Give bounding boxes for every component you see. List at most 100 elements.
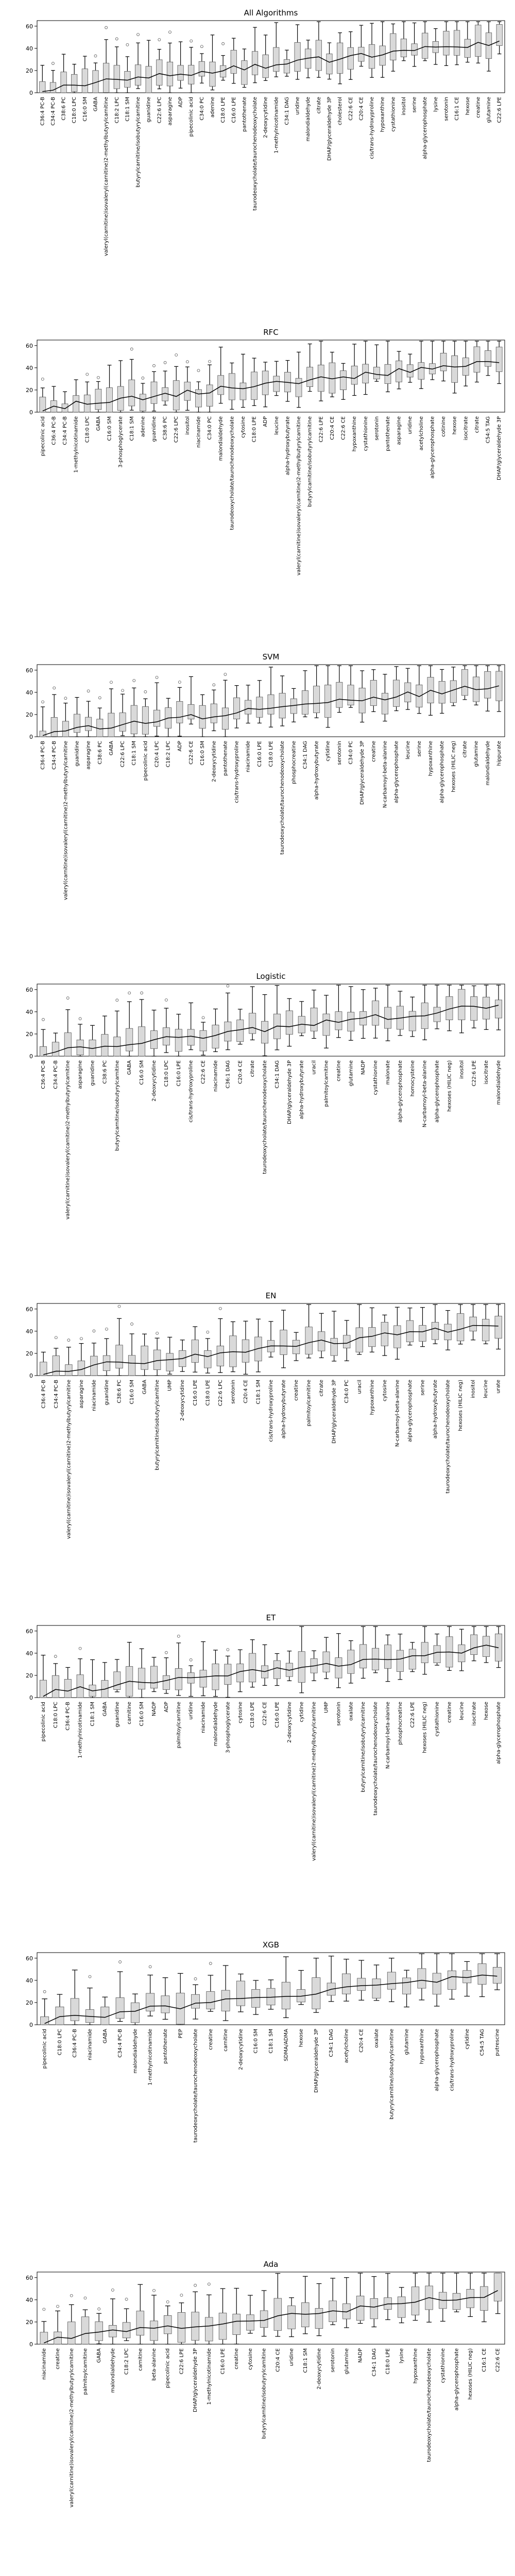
box-18 (261, 994, 269, 1056)
x-tick-label: serine (417, 741, 422, 757)
box-body (312, 1977, 321, 2009)
box-30 (373, 344, 380, 382)
box-22 (284, 360, 291, 402)
y-tick-label: 0 (29, 2022, 33, 2028)
box-42 (485, 21, 492, 72)
box-34 (400, 21, 407, 61)
x-tick-label: C34:4 PC-B (52, 741, 57, 770)
x-tick-label: C34:0 PC (348, 741, 354, 765)
x-tick-label: niacinamide (246, 741, 251, 772)
x-tick-label: C18:0 LPE (205, 1380, 211, 1406)
box-body (210, 703, 217, 723)
box-36 (422, 21, 428, 61)
box-12 (221, 1965, 230, 2021)
box-10 (177, 2294, 186, 2345)
x-tick-label: C16:0 LPE (176, 1060, 182, 1087)
outlier-point (78, 1647, 82, 1650)
outlier-point (56, 2304, 59, 2308)
box-body (128, 379, 135, 406)
x-tick-label: N-carbamoyl-beta-alanine (382, 741, 388, 808)
panel-title: XGB (263, 1940, 279, 1950)
box-body (81, 2316, 90, 2345)
box-body (381, 1321, 389, 1346)
box-body (396, 360, 402, 382)
outlier-point (175, 353, 178, 357)
x-tick-label: butyrylcarnitine/isobutyrylcarnitine (360, 1702, 366, 1792)
x-tick-label: NADP (360, 1060, 366, 1075)
box-body (329, 362, 336, 394)
box-body (341, 1973, 351, 1994)
y-tick-label: 60 (26, 1628, 33, 1635)
outlier-point (118, 1960, 122, 1963)
box-5 (101, 1662, 109, 1698)
box-36 (483, 1626, 490, 1663)
box-body (239, 382, 247, 400)
box-5 (96, 696, 104, 737)
box-body (279, 693, 286, 719)
x-tick-label: C36:4 PC-B (41, 1380, 46, 1409)
box-body (492, 1967, 502, 1984)
x-tick-label: cystathionine (440, 2348, 446, 2383)
box-25 (384, 2273, 392, 2320)
x-tick-label: C34:4 PC-B (54, 1380, 59, 1409)
box-1 (55, 1994, 64, 2025)
box-17 (254, 1318, 262, 1372)
box-body (228, 373, 235, 400)
box-body (187, 704, 195, 720)
x-tick-label: malondialdehyde (132, 2029, 138, 2073)
box-12 (205, 2282, 213, 2345)
x-tick-label: C18:2 LPC (114, 97, 120, 123)
box-body (495, 999, 503, 1019)
x-tick-label: C16:0 SM (139, 1702, 145, 1726)
x-tick-label: valeryl(carnitine)isovaleryl(carnitine)2… (104, 97, 109, 256)
box-body (285, 1010, 293, 1035)
box-3 (73, 379, 80, 413)
box-8 (161, 1977, 170, 2020)
y-tick-label: 60 (26, 343, 33, 349)
box-43 (496, 21, 503, 55)
box-17 (249, 1639, 256, 1688)
x-tick-label: palmitoylcarnitine (324, 1060, 330, 1107)
outlier-point (97, 376, 100, 379)
box-3 (76, 1017, 84, 1057)
x-tick-label: hexoses (HILIC neg) (447, 1060, 452, 1112)
x-tick-label: C18:1 SM (125, 97, 130, 122)
box-4 (100, 1996, 110, 2025)
box-body (408, 1011, 416, 1031)
box-body (150, 381, 158, 404)
box-26 (336, 665, 343, 713)
box-31 (393, 666, 400, 711)
box-25 (355, 1304, 363, 1355)
box-32 (433, 985, 441, 1029)
x-tick-label: C34:4 PC-B (53, 1060, 59, 1089)
x-tick-label: C34:1 DAG (274, 1060, 280, 1089)
y-tick-label: 40 (26, 2297, 33, 2303)
box-21 (273, 361, 280, 396)
box-32 (444, 1310, 452, 1350)
box-body (458, 989, 466, 1020)
outlier-point (64, 697, 67, 700)
box-10 (162, 998, 170, 1053)
box-35 (429, 341, 436, 380)
box-35 (470, 985, 478, 1028)
box-body (456, 1313, 465, 1342)
box-2 (67, 2294, 76, 2345)
box-body (119, 713, 126, 732)
box-body (305, 1327, 313, 1354)
box-30 (358, 25, 365, 67)
box-body (85, 717, 92, 731)
box-body (318, 1331, 325, 1351)
box-4 (95, 2307, 103, 2344)
box-8 (138, 1648, 146, 1698)
box-body (103, 63, 110, 93)
x-tick-label: citrate (250, 1060, 255, 1077)
x-tick-label: C18:0 LPE (385, 2348, 391, 2375)
box-body (273, 1660, 281, 1679)
x-tick-label: citrate (319, 1380, 324, 1397)
box-37 (461, 665, 468, 700)
box-body (150, 1666, 158, 1689)
outlier-point (121, 689, 124, 692)
box-2 (64, 1667, 72, 1698)
x-tick-label: alpha-glycerophosphate (422, 97, 428, 159)
x-tick-label: leucine (459, 1702, 465, 1720)
